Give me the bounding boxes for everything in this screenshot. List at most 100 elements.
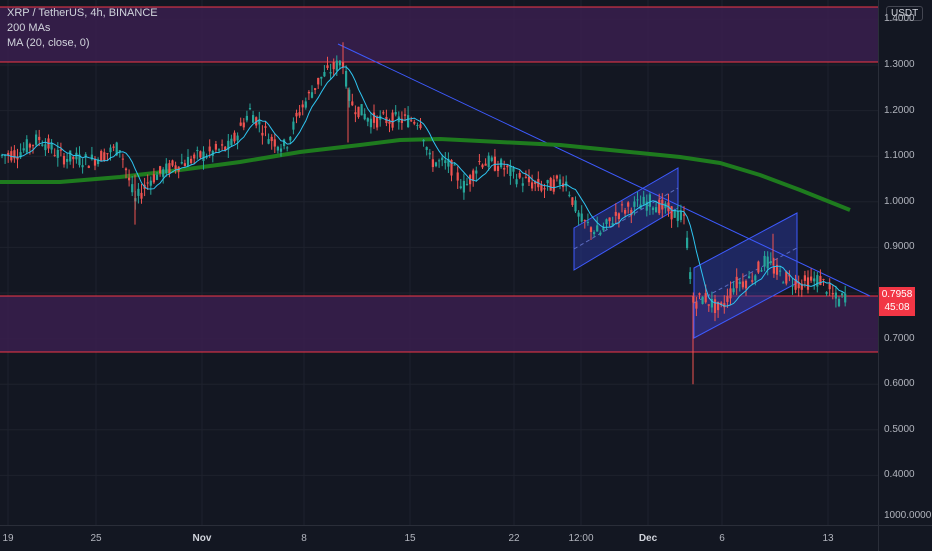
time-tick-label: 6 xyxy=(719,533,725,544)
candle-body xyxy=(53,155,56,157)
candle-body xyxy=(382,112,385,114)
candle-body xyxy=(617,213,620,220)
time-axis[interactable] xyxy=(0,525,878,551)
time-tick-label: 19 xyxy=(2,533,14,544)
candle-body xyxy=(701,296,704,304)
price-axis[interactable] xyxy=(878,0,932,525)
candle-body xyxy=(90,154,93,160)
indicator-200-mas[interactable]: 200 MAs xyxy=(7,22,51,34)
candle-body xyxy=(410,120,413,122)
price-tick-label: 0.7000 xyxy=(884,332,915,344)
candle-body xyxy=(360,104,363,116)
candle-body xyxy=(152,174,155,183)
candle-body xyxy=(593,232,596,235)
candle-body xyxy=(754,275,757,281)
candle-body xyxy=(735,276,738,289)
candle-body xyxy=(738,281,741,284)
candle-body xyxy=(636,199,639,201)
candle-body xyxy=(803,275,806,281)
price-tick-label: 0.5000 xyxy=(884,423,915,435)
candle-body xyxy=(478,160,481,162)
candle-body xyxy=(115,142,118,156)
candle-body xyxy=(599,232,602,235)
candle-body xyxy=(416,125,419,127)
candle-body xyxy=(425,147,428,150)
candle-body xyxy=(583,219,586,221)
last-price-value: 0.7958 xyxy=(881,289,913,300)
indicator-ma20[interactable]: MA (20, close, 0) xyxy=(7,37,90,49)
candle-body xyxy=(524,176,527,178)
resistance-zone xyxy=(0,7,878,62)
candle-body xyxy=(146,182,149,184)
candle-body xyxy=(831,293,834,295)
price-tick-label: 1.2000 xyxy=(884,104,915,116)
candle-body xyxy=(388,121,391,124)
candle-body xyxy=(140,192,143,199)
candle-body xyxy=(800,283,803,290)
candle-body xyxy=(41,144,44,146)
price-tick-label: 0.6000 xyxy=(884,378,915,390)
candle-body xyxy=(329,72,332,74)
candle-body xyxy=(13,150,16,159)
candle-body xyxy=(320,76,323,79)
candle-body xyxy=(357,106,360,118)
candle-body xyxy=(372,112,376,123)
candle-body xyxy=(273,139,276,147)
candle-body xyxy=(221,144,224,146)
candle-body xyxy=(407,115,410,128)
candle-body xyxy=(304,101,307,108)
candle-body xyxy=(233,132,236,142)
candle-body xyxy=(558,179,562,185)
candle-body xyxy=(239,122,242,126)
volume-axis-label: 1000.0000 xyxy=(884,510,932,521)
candle-body xyxy=(645,201,648,211)
candle-body xyxy=(217,149,221,151)
currency-button[interactable]: USDT xyxy=(886,6,924,21)
candle-body xyxy=(137,188,140,196)
candle-body xyxy=(242,122,245,128)
candle-body xyxy=(574,200,577,212)
candle-body xyxy=(276,146,279,151)
price-chart[interactable] xyxy=(0,0,878,525)
candle-body xyxy=(630,209,633,216)
candle-body xyxy=(704,293,707,303)
candle-body xyxy=(314,88,317,90)
candle-body xyxy=(813,278,816,282)
candle-body xyxy=(180,161,183,164)
candle-body xyxy=(208,146,211,152)
candle-body xyxy=(267,139,270,144)
candle-body xyxy=(162,169,165,177)
candle-body xyxy=(81,165,84,168)
candle-body xyxy=(428,152,431,155)
candle-body xyxy=(710,298,713,308)
candle-body xyxy=(165,163,168,174)
candle-body xyxy=(270,136,273,142)
candle-body xyxy=(580,213,583,222)
chart-legend: XRP / TetherUS, 4h, BINANCE 200 MAs MA (… xyxy=(7,6,158,51)
channel-2-mid xyxy=(693,247,798,304)
candle-body xyxy=(7,152,10,156)
candle-body xyxy=(103,152,106,161)
candle-body xyxy=(515,179,518,185)
candle-body xyxy=(345,70,348,87)
candle-body xyxy=(4,154,7,156)
candle-body xyxy=(456,172,459,181)
candle-body xyxy=(292,121,295,130)
candle-body xyxy=(236,135,239,141)
candle-body xyxy=(59,149,62,151)
candle-body xyxy=(527,176,531,183)
symbol-title[interactable]: XRP / TetherUS, 4h, BINANCE xyxy=(7,7,158,19)
candle-body xyxy=(605,219,608,225)
candle-body xyxy=(481,164,484,168)
candle-body xyxy=(453,164,456,166)
candle-body xyxy=(620,204,624,206)
candle-body xyxy=(248,108,252,110)
candle-body xyxy=(475,170,478,174)
candle-body xyxy=(819,275,822,286)
candle-body xyxy=(186,156,190,167)
candle-body xyxy=(825,292,828,294)
candle-body xyxy=(93,158,97,166)
candle-body xyxy=(555,175,558,179)
candle-body xyxy=(531,182,534,189)
candle-body xyxy=(261,132,264,136)
